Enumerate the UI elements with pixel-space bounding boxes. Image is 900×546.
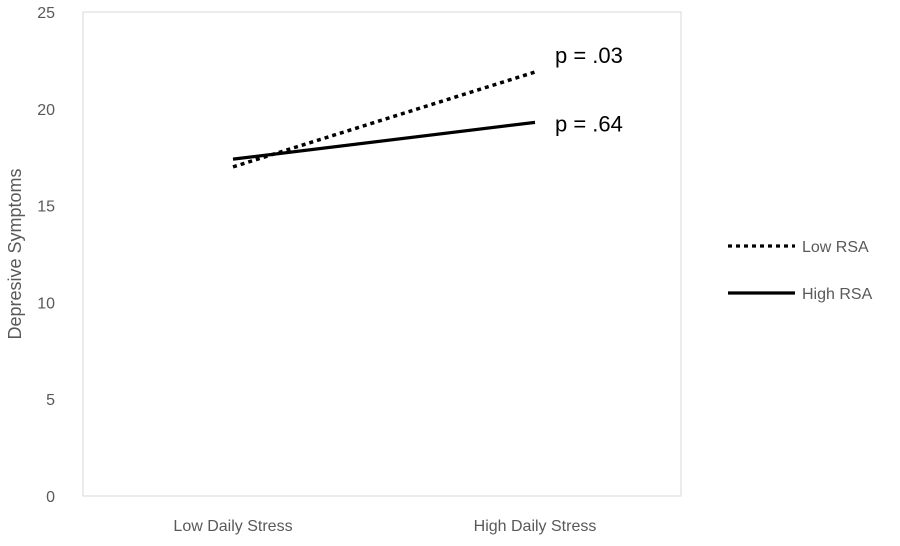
p-value-annotation: p = .64	[555, 111, 623, 136]
legend-label: High RSA	[802, 286, 873, 303]
y-tick-label: 10	[37, 295, 55, 312]
y-tick-label: 20	[37, 102, 55, 119]
plot-area-frame	[82, 11, 682, 497]
x-axis-ticks: Low Daily Stress High Daily Stress	[173, 518, 596, 535]
y-axis-ticks: 0 5 10 15 20 25	[37, 5, 55, 506]
x-tick-label: High Daily Stress	[474, 518, 597, 535]
legend-label: Low RSA	[802, 239, 869, 256]
x-tick-label: Low Daily Stress	[173, 518, 292, 535]
series-line-high-rsa	[232, 120, 536, 161]
y-tick-label: 0	[46, 489, 55, 506]
p-value-annotation: p = .03	[555, 43, 623, 68]
legend: Low RSA High RSA	[728, 239, 873, 303]
y-tick-label: 15	[37, 199, 55, 216]
y-tick-label: 25	[37, 5, 55, 22]
series-group	[232, 70, 536, 169]
y-axis-label: Depresive Symptoms	[5, 168, 25, 339]
y-tick-label: 5	[46, 392, 55, 409]
annotations: p = .03 p = .64	[555, 43, 623, 136]
